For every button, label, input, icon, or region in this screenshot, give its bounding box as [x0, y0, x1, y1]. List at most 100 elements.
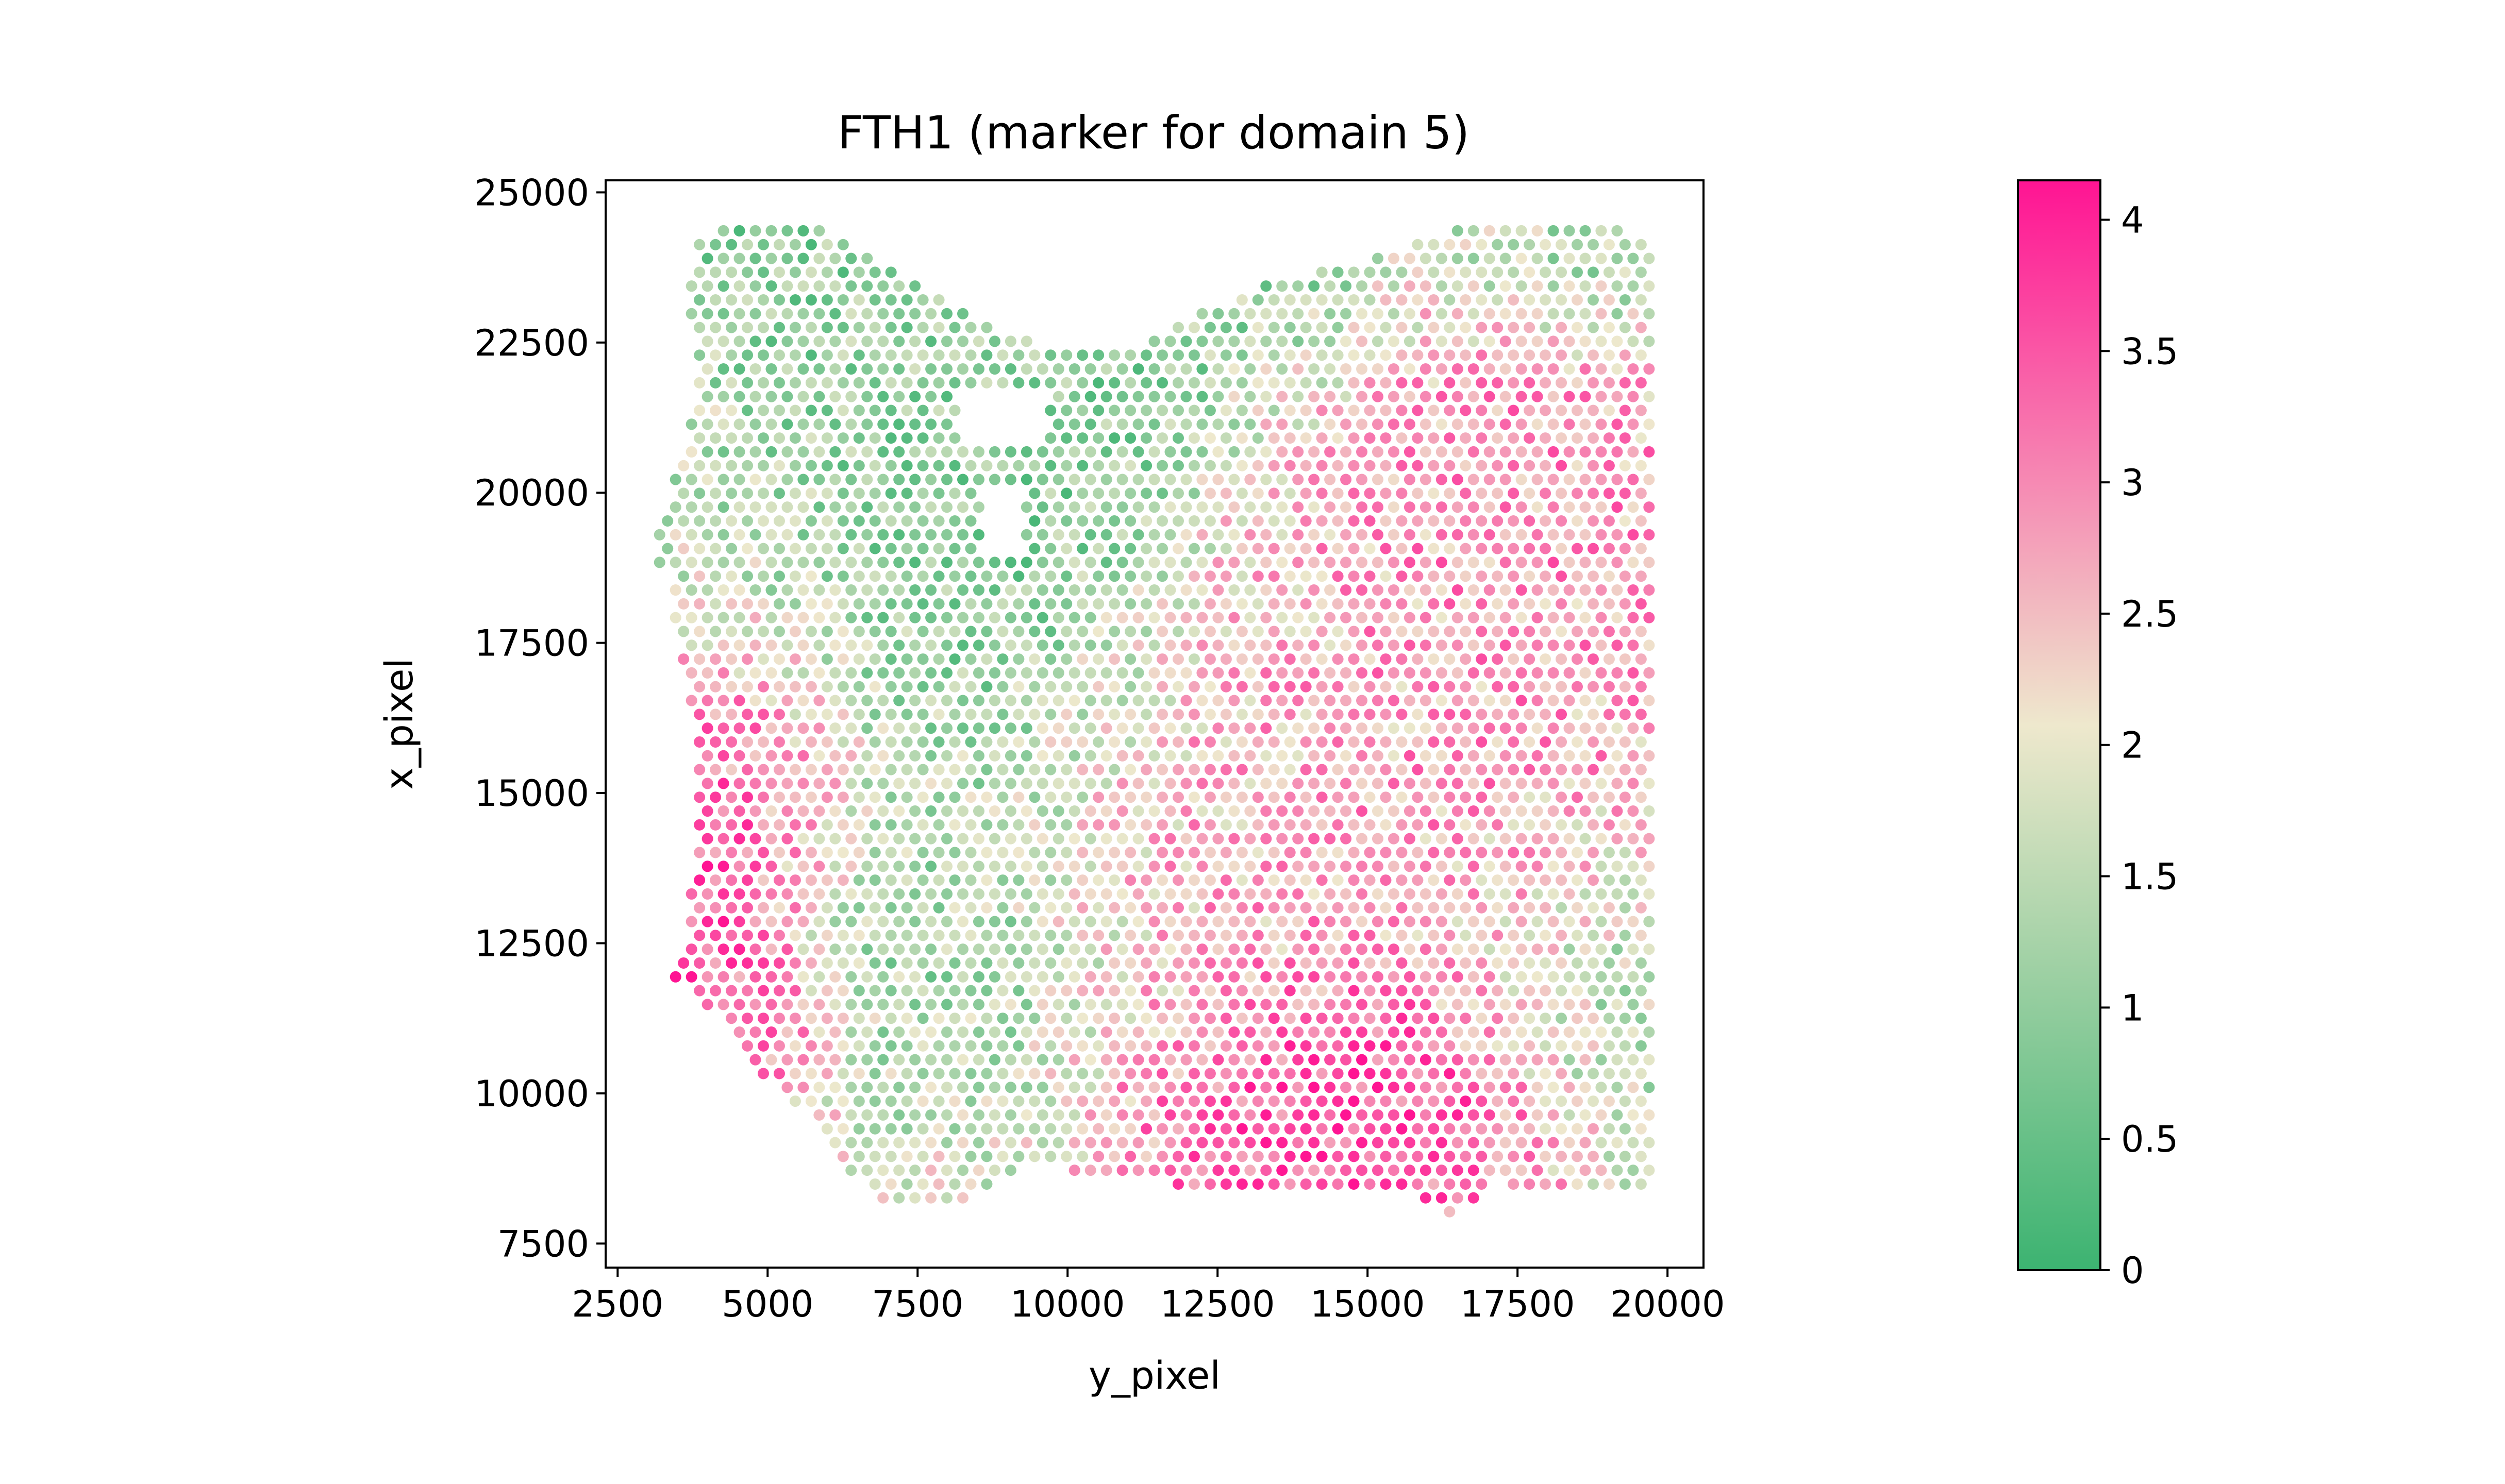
- spot: [1563, 280, 1575, 292]
- spot: [957, 750, 969, 762]
- spot: [1587, 874, 1599, 886]
- spot: [1603, 598, 1615, 610]
- spot: [694, 902, 706, 914]
- spot: [829, 778, 841, 789]
- spot: [1435, 280, 1447, 292]
- spot: [941, 667, 953, 679]
- spot: [1531, 474, 1543, 485]
- spot: [733, 501, 745, 513]
- spot: [1084, 584, 1096, 596]
- spot: [1444, 404, 1456, 416]
- spot: [957, 971, 969, 983]
- spot: [1268, 681, 1280, 693]
- spot: [1627, 667, 1639, 679]
- spot: [1563, 971, 1575, 983]
- spot: [853, 709, 865, 720]
- spot: [1164, 335, 1176, 347]
- spot: [949, 349, 961, 361]
- spot: [1499, 971, 1511, 983]
- spot: [1435, 612, 1447, 623]
- spot: [1292, 833, 1304, 845]
- spot: [1236, 1123, 1248, 1135]
- spot: [710, 874, 722, 886]
- spot: [773, 432, 785, 444]
- spot: [1148, 363, 1160, 375]
- spot: [837, 239, 849, 250]
- spot: [1412, 543, 1424, 554]
- spot: [1627, 1054, 1639, 1066]
- spot: [917, 515, 929, 527]
- spot: [1643, 916, 1655, 927]
- spot: [1412, 1095, 1424, 1107]
- spot: [797, 252, 809, 264]
- spot: [989, 861, 1000, 872]
- spot: [1531, 639, 1543, 651]
- spot: [1356, 418, 1368, 430]
- spot: [837, 626, 849, 637]
- spot: [1021, 722, 1032, 734]
- spot: [1508, 322, 1519, 333]
- spot: [1204, 543, 1216, 554]
- spot: [1284, 626, 1296, 637]
- spot: [1132, 1026, 1144, 1038]
- spot: [1324, 501, 1336, 513]
- spot: [885, 819, 897, 831]
- spot: [909, 1109, 921, 1121]
- spot: [1292, 722, 1304, 734]
- spot: [1093, 515, 1105, 527]
- spot: [1252, 543, 1264, 554]
- spot: [749, 971, 761, 983]
- spot: [933, 487, 945, 499]
- spot: [845, 1026, 857, 1038]
- spot: [1356, 556, 1368, 568]
- spot: [829, 1026, 841, 1038]
- spot: [1492, 377, 1504, 389]
- spot: [1252, 322, 1264, 333]
- spot: [1388, 446, 1399, 458]
- spot: [1508, 957, 1519, 969]
- spot: [1396, 930, 1408, 941]
- spot: [1276, 722, 1288, 734]
- spot: [733, 308, 745, 319]
- spot: [742, 985, 754, 997]
- spot: [1005, 1054, 1016, 1066]
- spot: [1483, 639, 1495, 651]
- spot: [1364, 487, 1376, 499]
- spot: [933, 543, 945, 554]
- spot: [1404, 418, 1415, 430]
- spot: [789, 349, 801, 361]
- spot: [1579, 778, 1591, 789]
- colorbar-tick-label: 0: [2121, 1250, 2144, 1292]
- x-tick-label: 15000: [1310, 1283, 1425, 1325]
- spot: [1412, 764, 1424, 775]
- spot: [1021, 861, 1032, 872]
- spot: [1132, 722, 1144, 734]
- spot: [1100, 667, 1112, 679]
- spot: [1308, 999, 1320, 1010]
- spot: [1595, 1109, 1607, 1121]
- spot: [1571, 1068, 1583, 1080]
- spot: [1013, 1013, 1025, 1024]
- spot: [1276, 612, 1288, 623]
- spot: [933, 902, 945, 914]
- spot: [1340, 280, 1352, 292]
- spot: [1284, 432, 1296, 444]
- spot: [1540, 1123, 1551, 1135]
- spot: [1116, 888, 1128, 900]
- spot: [1467, 1165, 1479, 1176]
- spot: [1053, 1026, 1064, 1038]
- spot: [1340, 612, 1352, 623]
- spot: [1563, 805, 1575, 817]
- spot: [949, 598, 961, 610]
- spot: [1308, 971, 1320, 983]
- spot: [837, 847, 849, 858]
- spot: [1109, 764, 1121, 775]
- spot: [909, 418, 921, 430]
- spot: [1029, 626, 1041, 637]
- spot: [1324, 750, 1336, 762]
- spot: [1508, 266, 1519, 278]
- spot: [829, 1137, 841, 1149]
- spot: [797, 639, 809, 651]
- spot: [1125, 653, 1137, 665]
- spot: [1005, 943, 1016, 955]
